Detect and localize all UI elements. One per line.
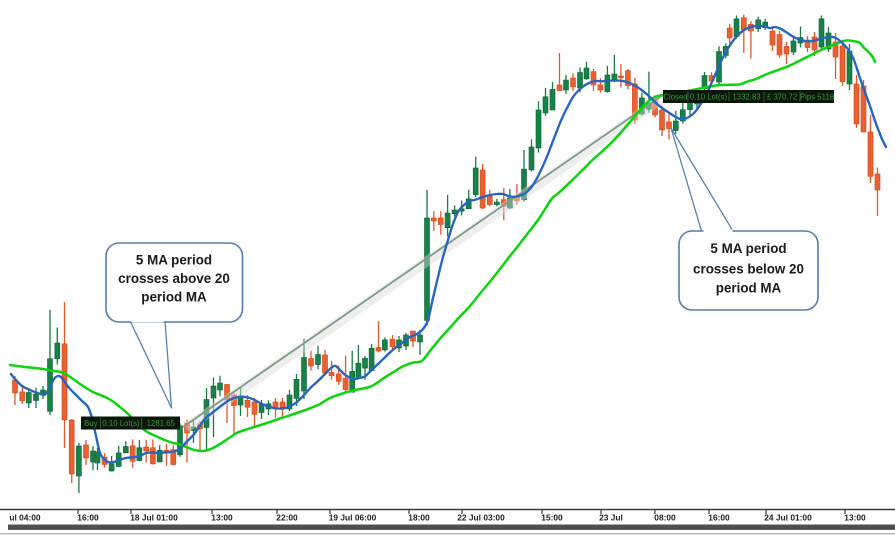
svg-text:1281.65: 1281.65 xyxy=(147,419,176,428)
svg-text:0.10 Lot(s): 0.10 Lot(s) xyxy=(102,419,140,428)
svg-text:22 Jul 03:00: 22 Jul 03:00 xyxy=(457,513,505,523)
svg-text:16:00: 16:00 xyxy=(708,513,730,523)
svg-text:24 Jul 01:00: 24 Jul 01:00 xyxy=(764,513,812,523)
svg-text:22:00: 22:00 xyxy=(276,513,298,523)
svg-text:Closed: Closed xyxy=(663,93,687,102)
svg-text:£ 370.72: £ 370.72 xyxy=(767,93,797,102)
svg-text:16:00: 16:00 xyxy=(77,513,99,523)
svg-text:08:00: 08:00 xyxy=(654,513,676,523)
svg-text:13:00: 13:00 xyxy=(844,513,866,523)
svg-text:1332.83: 1332.83 xyxy=(732,93,760,102)
svg-text:19 Jul 06:00: 19 Jul 06:00 xyxy=(329,513,377,523)
svg-text:crosses above 20: crosses above 20 xyxy=(118,271,230,286)
svg-text:5 MA period: 5 MA period xyxy=(710,241,786,256)
svg-text:period MA: period MA xyxy=(716,281,782,296)
svg-text:crosses below 20: crosses below 20 xyxy=(693,262,804,277)
svg-text:Pips 5118: Pips 5118 xyxy=(800,93,834,102)
svg-text:0.10 Lot(s): 0.10 Lot(s) xyxy=(690,93,728,102)
svg-text:5 MA period: 5 MA period xyxy=(136,253,212,268)
svg-text:15:00: 15:00 xyxy=(541,513,563,523)
svg-text:13:00: 13:00 xyxy=(211,513,233,523)
svg-text:18 Jul 01:00: 18 Jul 01:00 xyxy=(130,513,178,523)
svg-text:23 Jul: 23 Jul xyxy=(599,513,623,523)
svg-text:18:00: 18:00 xyxy=(408,513,430,523)
svg-text:period MA: period MA xyxy=(141,290,207,305)
svg-text:ul 04:00: ul 04:00 xyxy=(9,513,41,523)
svg-text:Buy: Buy xyxy=(84,419,98,428)
